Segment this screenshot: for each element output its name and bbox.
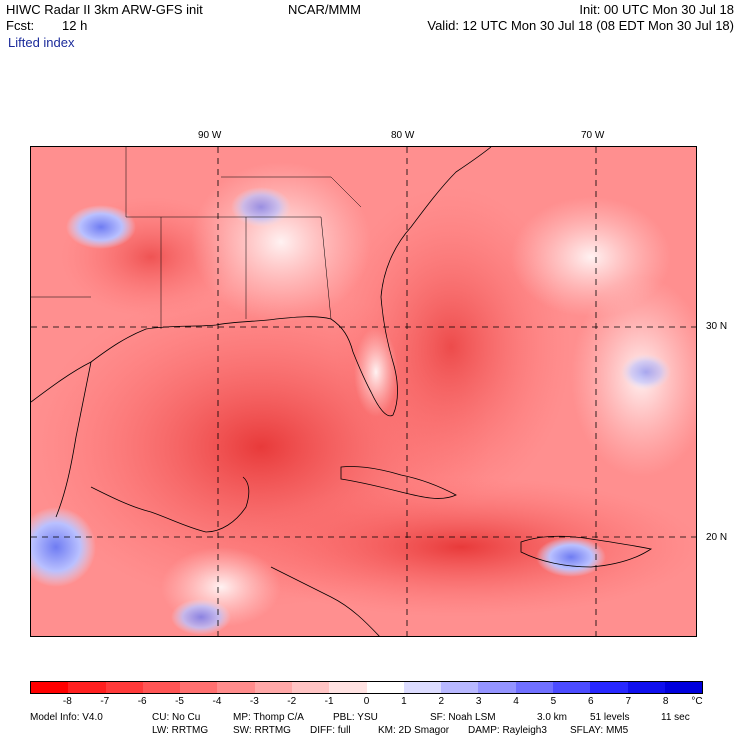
legend-swatch [552, 682, 591, 693]
legend-swatch [403, 682, 442, 693]
cuba-outline [340, 466, 457, 499]
legend-value: 8 [662, 696, 669, 707]
legend-value: 6 [588, 696, 594, 707]
map-title: HIWC Radar II 3km ARW-GFS init [6, 2, 203, 17]
legend-swatch [254, 682, 292, 693]
border-segment-4 [221, 176, 362, 208]
legend-swatch [329, 682, 367, 693]
timestep: 11 sec [661, 712, 690, 723]
graticule [31, 147, 696, 636]
stable-patch-mexico [31, 507, 96, 587]
legend-swatch [31, 682, 69, 693]
legend-swatch [478, 682, 516, 693]
legend-swatch [627, 682, 665, 693]
stable-patch-ohio [231, 187, 291, 227]
florida-neutral-zone [354, 327, 398, 417]
legend-value: -2 [287, 696, 297, 707]
border-segment-1 [125, 147, 162, 329]
caribbean-unstable-zone [221, 477, 696, 617]
legend-swatch [68, 682, 106, 693]
legend-value: 2 [438, 696, 445, 707]
map-canvas [31, 147, 696, 636]
hispaniola-outline [520, 535, 653, 568]
init-time: Init: 00 UTC Mon 30 Jul 18 [579, 2, 734, 17]
gulfstream-unstable-zone [331, 187, 571, 507]
legend-swatch [180, 682, 218, 693]
legend-swatch [664, 682, 703, 693]
surface-scheme: SF: Noah LSM [430, 712, 496, 723]
lat-label-20n: 20 N [706, 532, 728, 543]
valid-time: Valid: 12 UTC Mon 30 Jul 18 (08 EDT Mon … [427, 18, 734, 33]
lat-label-30n: 30 N [706, 321, 728, 332]
legend-value: 3 [475, 696, 482, 707]
stable-patch-hispaniola [536, 537, 606, 577]
vertical-levels: 51 levels [590, 712, 630, 723]
legend-value: 5 [550, 696, 557, 707]
legend-value: -1 [324, 696, 334, 707]
forecast-label: Fcst: [6, 18, 35, 33]
legend-swatch [142, 682, 181, 693]
pbl-scheme: PBL: YSU [333, 712, 378, 723]
stable-patch-atlantic [621, 354, 671, 390]
longwave-scheme: LW: RRTMG [152, 725, 209, 736]
legend-value: -8 [62, 696, 72, 707]
us-gulf-atlantic-coastline [31, 147, 492, 417]
color-legend [30, 681, 703, 694]
legend-value: 1 [401, 696, 407, 707]
legend-value: -7 [100, 696, 110, 707]
damping-option: DAMP: Rayleigh3 [468, 725, 547, 736]
legend-swatch [366, 682, 404, 693]
stable-patch-north [66, 205, 136, 249]
border-segment-3 [246, 216, 332, 320]
state-borders [31, 147, 362, 329]
cumulus-scheme: CU: No Cu [152, 712, 201, 723]
field-name: Lifted index [8, 35, 75, 50]
legend-value: 4 [513, 696, 519, 707]
grid-spacing: 3.0 km [537, 712, 568, 723]
stable-patch-guatemala [171, 599, 231, 635]
legend-value: -3 [249, 696, 259, 707]
central-america-coastline [270, 566, 380, 636]
microphysics-scheme: MP: Thomp C/A [233, 712, 304, 723]
diffusion-option: DIFF: full [310, 725, 351, 736]
eddy-coefficient-option: KM: 2D Smagor [378, 725, 450, 736]
forecast-hour: 12 h [62, 18, 88, 33]
legend-value: -6 [137, 696, 147, 707]
legend-swatch [291, 682, 330, 693]
lon-label-80w: 80 W [391, 130, 415, 141]
lifted-index-map [30, 146, 697, 637]
legend-swatch [515, 682, 553, 693]
legend-swatch [590, 682, 628, 693]
lon-label-90w: 90 W [198, 130, 222, 141]
surface-layer-scheme: SFLAY: MM5 [570, 725, 629, 736]
legend-swatch [217, 682, 255, 693]
legend-swatch [441, 682, 479, 693]
legend-value: 0 [363, 696, 370, 707]
legend-value: -4 [212, 696, 222, 707]
legend-unit: °C [691, 696, 703, 707]
model-info: Model Info: V4.0 [30, 712, 103, 723]
coastlines [31, 147, 653, 636]
legend-swatch [105, 682, 143, 693]
lon-label-70w: 70 W [581, 130, 605, 141]
texas-mexico-coastline [55, 361, 92, 518]
legend-value: 7 [625, 696, 631, 707]
yucatan-coastline [90, 476, 250, 533]
organization-label: NCAR/MMM [288, 2, 361, 17]
legend-value: -5 [175, 696, 184, 707]
shortwave-scheme: SW: RRTMG [233, 725, 291, 736]
